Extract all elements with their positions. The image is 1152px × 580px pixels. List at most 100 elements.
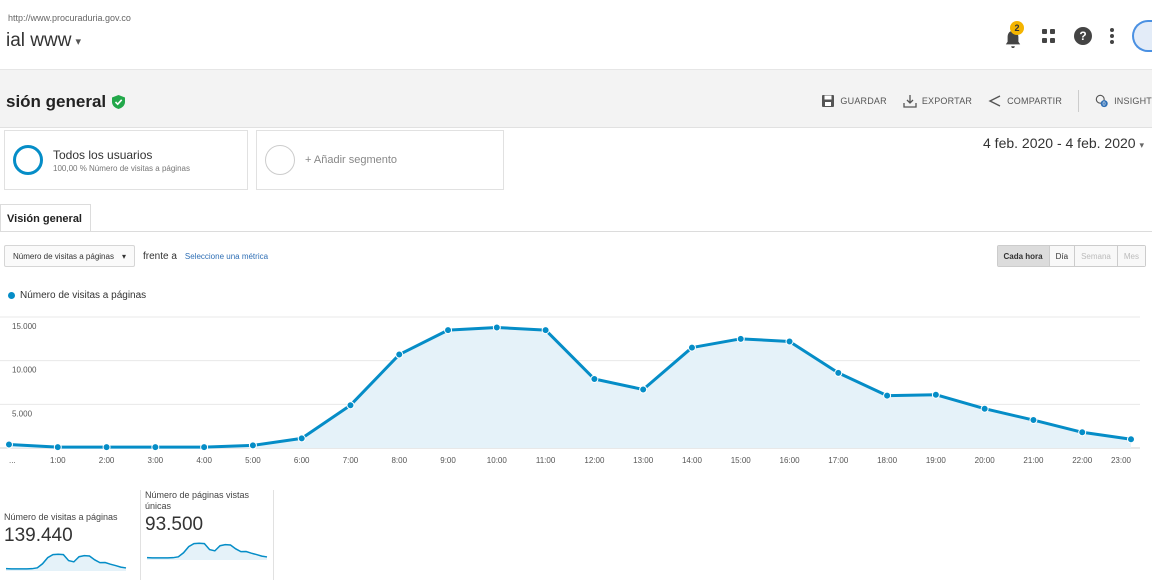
legend-label: Número de visitas a páginas <box>20 290 147 301</box>
tab-divider <box>0 231 1152 232</box>
granularity-month[interactable]: Mes <box>1116 246 1145 266</box>
segment-ring-icon <box>13 145 43 175</box>
segment-name: Todos los usuarios <box>53 147 153 162</box>
insights-button[interactable]: 0 INSIGHT <box>1095 94 1152 108</box>
x-tick-label: 22:00 <box>1072 456 1093 465</box>
granularity-day[interactable]: Día <box>1048 246 1075 266</box>
x-tick-label: 9:00 <box>440 456 456 465</box>
data-point <box>931 390 940 399</box>
chevron-down-icon: ▾ <box>121 251 126 261</box>
share-icon <box>988 95 1001 107</box>
data-point <box>492 323 501 332</box>
x-tick-label: 6:00 <box>294 456 310 465</box>
divider <box>1078 90 1080 112</box>
svg-text:0: 0 <box>1103 102 1107 108</box>
metric-dropdown-value: Número de visitas a páginas <box>13 251 114 261</box>
series-line <box>8 325 1132 449</box>
x-tick-label: 16:00 <box>780 456 801 465</box>
versus-label: frente a <box>142 250 177 262</box>
data-point <box>590 375 599 384</box>
y-tick-label: 15.000 <box>12 322 37 331</box>
x-tick-label: 5:00 <box>245 456 261 465</box>
sparkline-line <box>146 542 268 559</box>
data-point <box>200 443 209 452</box>
scorecard-value: 93.500 <box>145 514 204 535</box>
scorecard-pageviews[interactable]: Número de visitas a páginas 139.440 <box>4 490 130 580</box>
data-point <box>1029 416 1038 425</box>
data-point <box>687 343 696 352</box>
x-tick-label: 12:00 <box>584 456 605 465</box>
granularity-week[interactable]: Semana <box>1074 246 1117 266</box>
x-tick-label: ... <box>9 456 16 465</box>
x-tick-label: 15:00 <box>731 456 752 465</box>
avatar[interactable] <box>1132 20 1152 52</box>
share-button[interactable]: COMPARTIR <box>988 94 1062 108</box>
x-tick-label: 8:00 <box>391 456 407 465</box>
view-selector[interactable]: ial www ▾ <box>6 30 81 52</box>
sparkline-line <box>5 553 127 570</box>
x-tick-label: 4:00 <box>196 456 212 465</box>
chart-legend: Número de visitas a páginas <box>8 290 146 301</box>
account-url: http://www.procuraduria.gov.co <box>8 13 131 23</box>
x-tick-label: 1:00 <box>50 456 66 465</box>
bell-icon <box>1005 30 1021 48</box>
apps-icon[interactable] <box>1042 29 1056 43</box>
sparkline-area <box>6 554 126 571</box>
scorecard-value: 139.440 <box>4 525 73 546</box>
granularity-toggle: Cada hora Día Semana Mes <box>996 245 1146 267</box>
x-tick-label: 17:00 <box>828 456 849 465</box>
x-tick-label: 10:00 <box>487 456 508 465</box>
sparkline-area <box>147 543 267 560</box>
report-actions: GUARDAR EXPORTAR COMPARTIR 0 INSIGHT <box>821 90 1152 112</box>
save-label: GUARDAR <box>840 96 887 106</box>
x-tick-label: 21:00 <box>1023 456 1044 465</box>
legend-swatch <box>8 292 15 299</box>
more-options-icon[interactable] <box>1110 28 1114 44</box>
tab-overview[interactable]: Visión general <box>0 204 91 232</box>
add-segment-button[interactable]: + Añadir segmento <box>256 130 504 190</box>
help-icon[interactable]: ? <box>1074 27 1092 45</box>
segment-detail: 100,00 % Número de visitas a páginas <box>53 163 190 173</box>
y-tick-label: 5.000 <box>12 409 33 418</box>
x-tick-label: 2:00 <box>99 456 115 465</box>
date-range-text: 4 feb. 2020 - 4 feb. 2020 <box>983 135 1136 151</box>
x-tick-label: 18:00 <box>877 456 898 465</box>
data-point <box>736 334 745 343</box>
y-tick-label: 10.000 <box>12 366 37 375</box>
save-button[interactable]: GUARDAR <box>821 94 887 108</box>
x-tick-label: 20:00 <box>975 456 996 465</box>
data-point <box>980 404 989 413</box>
export-label: EXPORTAR <box>921 96 973 106</box>
notifications-button[interactable]: 2 <box>1002 21 1024 49</box>
scorecard-label: Número de páginas vistas únicas <box>145 490 250 511</box>
metric-dropdown[interactable]: Número de visitas a páginas ▾ <box>4 245 135 267</box>
series-area <box>9 327 1131 448</box>
tab-overview-label: Visión general <box>7 212 82 225</box>
data-point <box>1078 428 1087 437</box>
empty-segment-ring-icon <box>265 145 295 175</box>
x-tick-label: 23:00 <box>1111 456 1132 465</box>
x-tick-label: 19:00 <box>926 456 947 465</box>
download-icon <box>903 95 917 108</box>
x-tick-label: 14:00 <box>682 456 703 465</box>
chevron-down-icon: ▾ <box>1139 140 1144 150</box>
report-title-bar: sión general GUARDAR EXPORTAR COMPARTIR … <box>0 70 1152 128</box>
x-tick-label: 13:00 <box>633 456 654 465</box>
data-point <box>1127 435 1135 444</box>
x-tick-label: 7:00 <box>343 456 359 465</box>
data-point <box>151 443 160 452</box>
scorecard-unique-pageviews[interactable]: Número de páginas vistas únicas 93.500 <box>140 490 274 580</box>
granularity-hourly[interactable]: Cada hora <box>997 246 1049 266</box>
data-point <box>785 337 794 346</box>
select-metric-link[interactable]: Seleccione una métrica <box>184 251 269 261</box>
export-button[interactable]: EXPORTAR <box>903 94 972 108</box>
sparkline <box>5 553 127 571</box>
shield-check-icon <box>112 95 126 109</box>
sparkline <box>146 542 268 560</box>
segment-all-users[interactable]: Todos los usuarios 100,00 % Número de vi… <box>4 130 248 190</box>
x-tick-label: 11:00 <box>536 456 556 465</box>
data-point <box>834 368 843 377</box>
pageviews-chart: 5.000 10.000 15.000... 1:00 2:00 3:00 4:00 5:00… <box>0 316 1140 465</box>
date-range-picker[interactable]: 4 feb. 2020 - 4 feb. 2020 ▾ <box>983 135 1144 151</box>
save-icon <box>822 95 835 107</box>
